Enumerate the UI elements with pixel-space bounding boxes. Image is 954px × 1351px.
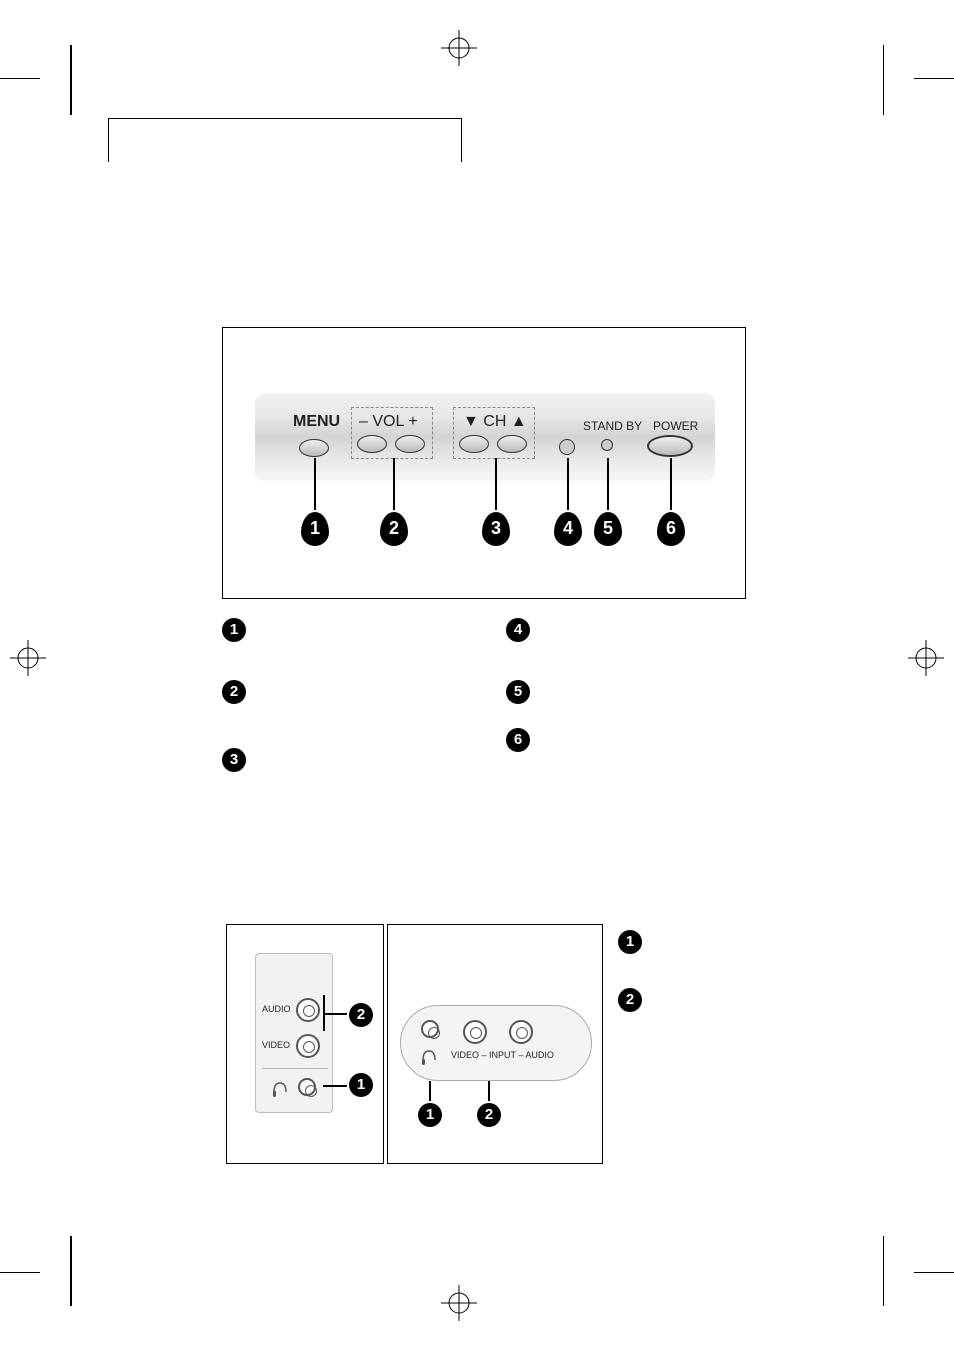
callout-line: [488, 1081, 490, 1101]
callout-line: [323, 1013, 325, 1031]
desc-badge: 2: [618, 988, 642, 1012]
control-strip: MENU – VOL + ▼ CH ▲ STAND BY POWER: [255, 393, 715, 481]
power-label: POWER: [653, 419, 698, 433]
power-button[interactable]: [647, 435, 693, 457]
callout-badge: 1: [301, 512, 329, 546]
registration-mark-icon: [441, 30, 477, 66]
callout-badge: 2: [349, 1003, 373, 1027]
section-tab: [108, 118, 462, 162]
callout-badge: 6: [657, 512, 685, 546]
crop-mark: [0, 78, 40, 79]
front-av-figure: VIDEO – INPUT – AUDIO 1 2: [387, 924, 603, 1164]
desc-badge: 3: [222, 748, 246, 772]
headphone-icon: [421, 1048, 437, 1068]
menu-button[interactable]: [299, 439, 329, 457]
ch-up-button[interactable]: [497, 435, 527, 453]
side-av-panel: AUDIO VIDEO: [255, 953, 333, 1113]
divider: [262, 1068, 328, 1069]
corner-bracket: [70, 45, 100, 115]
callout-line: [495, 458, 497, 510]
callout-badge: 2: [477, 1103, 501, 1127]
callout-line: [314, 458, 316, 510]
standby-led: [601, 439, 613, 451]
callout-line: [429, 1081, 431, 1101]
desc-badge: 1: [618, 930, 642, 954]
input-strip-label: VIDEO – INPUT – AUDIO: [451, 1050, 554, 1060]
callout-badge: 3: [482, 512, 510, 546]
audio-jack[interactable]: [296, 998, 320, 1022]
front-panel-figure: MENU – VOL + ▼ CH ▲ STAND BY POWER: [222, 327, 746, 599]
corner-bracket: [854, 1236, 884, 1306]
menu-label: MENU: [293, 413, 340, 431]
callout-badge: 2: [380, 512, 408, 546]
audio-jack-front[interactable]: [509, 1020, 533, 1044]
corner-bracket: [854, 45, 884, 115]
desc-badge: 4: [506, 618, 530, 642]
crop-mark: [914, 78, 954, 79]
crop-mark: [914, 1272, 954, 1273]
ch-down-button[interactable]: [459, 435, 489, 453]
video-jack-front[interactable]: [463, 1020, 487, 1044]
callout-line: [393, 458, 395, 510]
callout-line: [670, 458, 672, 510]
desc-badge: 5: [506, 680, 530, 704]
desc-badge: 1: [222, 618, 246, 642]
vol-up-button[interactable]: [395, 435, 425, 453]
callout-line: [607, 458, 609, 510]
callout-line: [323, 995, 325, 1013]
crop-mark: [0, 1272, 40, 1273]
side-av-figure: AUDIO VIDEO 2 1: [226, 924, 384, 1164]
registration-mark-icon: [441, 1285, 477, 1321]
vol-label: – VOL +: [359, 413, 418, 431]
remote-sensor: [559, 439, 575, 455]
callout-badge: 1: [349, 1073, 373, 1097]
front-av-panel: VIDEO – INPUT – AUDIO: [400, 1005, 592, 1081]
audio-label: AUDIO: [262, 1004, 291, 1014]
registration-mark-icon: [10, 640, 46, 676]
callout-line: [323, 1013, 347, 1015]
vol-down-button[interactable]: [357, 435, 387, 453]
video-label: VIDEO: [262, 1040, 290, 1050]
callout-badge: 1: [418, 1103, 442, 1127]
desc-badge: 6: [506, 728, 530, 752]
callout-badge: 5: [594, 512, 622, 546]
desc-badge: 2: [222, 680, 246, 704]
video-jack[interactable]: [296, 1034, 320, 1058]
page-root: MENU – VOL + ▼ CH ▲ STAND BY POWER: [0, 0, 954, 1351]
standby-label: STAND BY: [583, 419, 642, 433]
callout-line: [323, 1085, 347, 1087]
headphone-jack-front[interactable]: [421, 1020, 439, 1038]
corner-bracket: [70, 1236, 100, 1306]
callout-line: [567, 458, 569, 510]
callout-badge: 4: [554, 512, 582, 546]
ch-label: ▼ CH ▲: [463, 413, 527, 431]
registration-mark-icon: [908, 640, 944, 676]
headphone-jack[interactable]: [298, 1078, 316, 1096]
headphone-icon: [272, 1080, 288, 1100]
